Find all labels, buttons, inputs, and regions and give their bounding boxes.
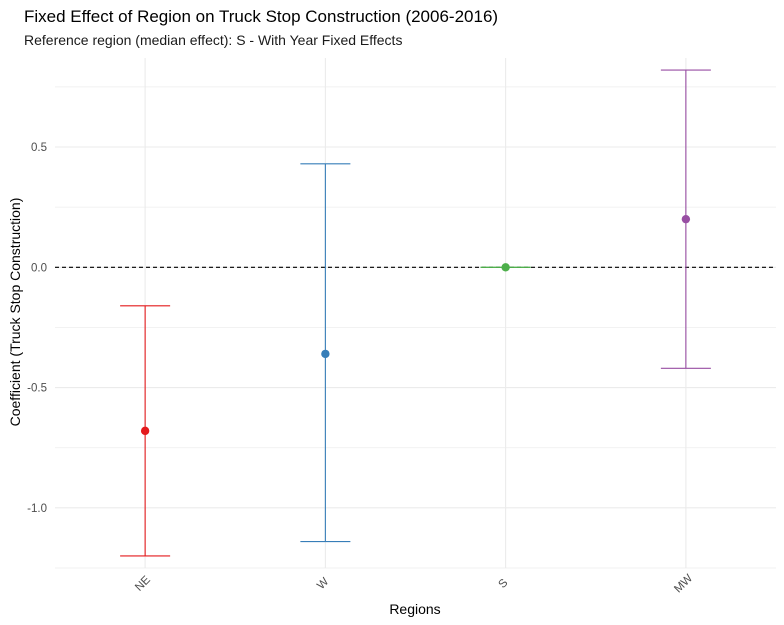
y-tick-label: 0.5 (31, 142, 47, 154)
y-tick-label: -0.5 (27, 383, 47, 395)
x-axis-label: Regions (389, 601, 440, 617)
x-tick-label: W (315, 576, 331, 592)
series-layer (120, 69, 711, 557)
point-w (321, 349, 330, 359)
y-tick-label: -1.0 (27, 503, 47, 515)
point-mw (681, 214, 691, 224)
chart-subtitle: Reference region (median effect): S - Wi… (24, 32, 403, 48)
point-ne (140, 426, 150, 436)
y-tick-label: 0.0 (31, 262, 47, 274)
y-axis-label: Coefficient (Truck Stop Construction) (7, 198, 23, 427)
tick-layer: -1.0 -0.5 0.0 0.5 NE W S MW (27, 142, 695, 595)
x-tick-label: MW (672, 572, 695, 595)
point-s (501, 263, 510, 272)
chart-title: Fixed Effect of Region on Truck Stop Con… (24, 7, 499, 26)
x-tick-label: S (497, 577, 511, 591)
x-tick-label: NE (133, 574, 153, 594)
grid-layer (55, 58, 776, 569)
